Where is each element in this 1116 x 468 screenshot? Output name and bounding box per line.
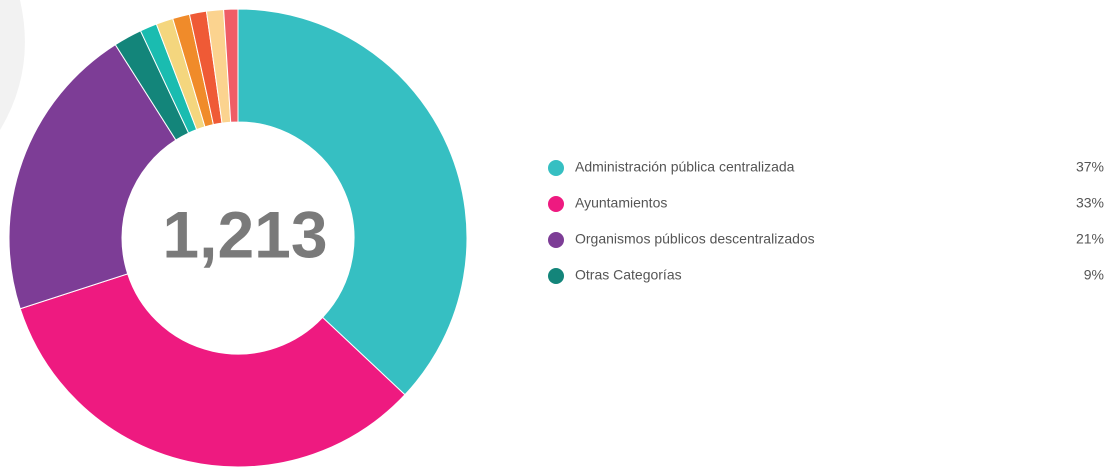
legend-value: 37% (1076, 159, 1104, 175)
legend-marker (548, 196, 564, 212)
legend-label: Ayuntamientos (575, 195, 667, 211)
sub-slice (223, 8, 239, 123)
center-total: 1,213 (162, 197, 327, 271)
legend-value: 21% (1076, 231, 1104, 247)
legend-label: Administración pública centralizada (575, 159, 795, 175)
legend-label: Otras Categorías (575, 267, 682, 283)
legend-value: 33% (1076, 195, 1104, 211)
slice-group (114, 8, 239, 141)
legend-value: 9% (1084, 267, 1104, 283)
slice (237, 8, 468, 396)
legend-label: Organismos públicos descentralizados (575, 231, 815, 247)
slice (8, 43, 177, 310)
slice (19, 273, 406, 468)
legend-marker (548, 268, 564, 284)
legend-marker (548, 160, 564, 176)
decoration (0, 0, 25, 130)
legend-marker (548, 232, 564, 248)
